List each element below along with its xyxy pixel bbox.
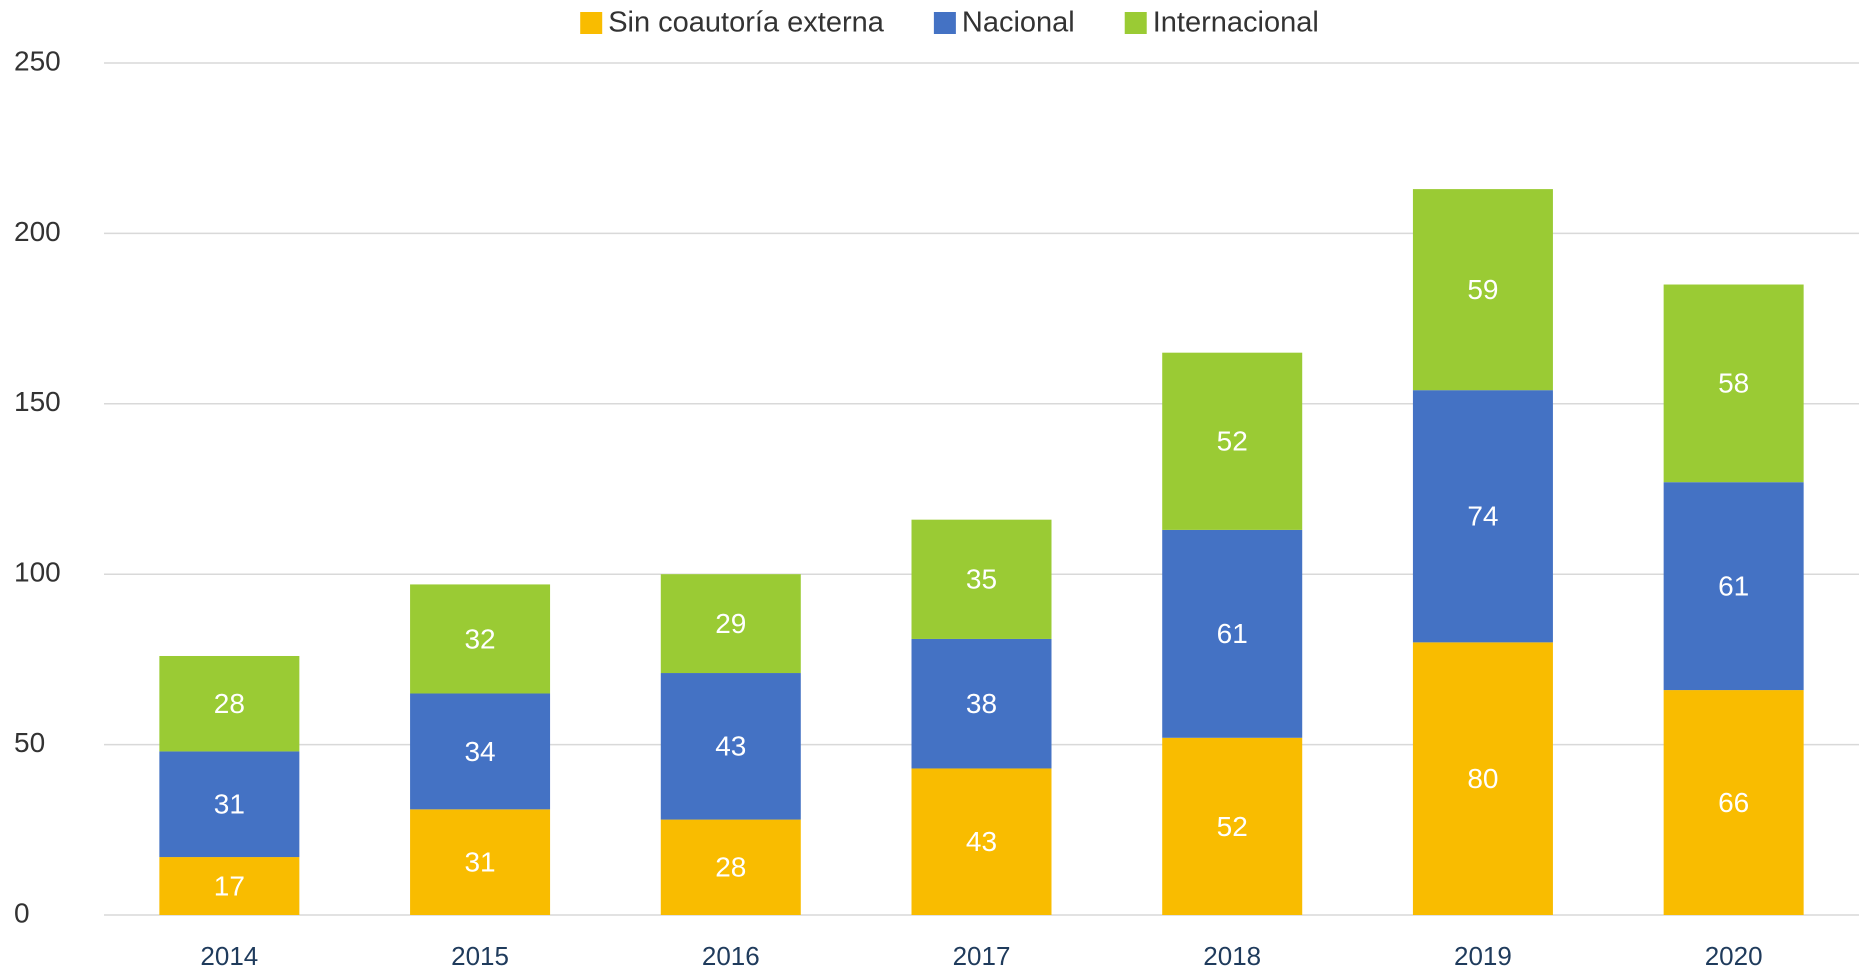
legend-swatch xyxy=(1124,12,1147,34)
data-label: 17 xyxy=(214,870,245,901)
data-label: 29 xyxy=(715,608,746,639)
data-label: 32 xyxy=(464,623,495,654)
x-tick-label: 2017 xyxy=(953,941,1011,971)
y-tick-label: 150 xyxy=(14,386,61,417)
x-tick-label: 2020 xyxy=(1705,941,1763,971)
bar-segment xyxy=(660,673,801,820)
x-tick-label: 2018 xyxy=(1203,941,1261,971)
bar-segment xyxy=(1162,352,1303,530)
data-label: 34 xyxy=(464,736,495,767)
x-tick-label: 2016 xyxy=(702,941,760,971)
y-tick-label: 50 xyxy=(14,727,45,758)
data-label: 31 xyxy=(214,789,245,820)
x-tick-label: 2015 xyxy=(451,941,509,971)
y-tick-label: 250 xyxy=(14,45,61,76)
data-label: 58 xyxy=(1718,368,1749,399)
bar-segment xyxy=(911,638,1052,769)
x-tick-label: 2019 xyxy=(1454,941,1512,971)
data-label: 43 xyxy=(966,826,997,857)
data-label: 31 xyxy=(464,847,495,878)
data-label: 43 xyxy=(715,731,746,762)
bar-segment xyxy=(1663,690,1804,915)
bar-segment xyxy=(1162,737,1303,915)
data-label: 74 xyxy=(1467,501,1498,532)
bar-segment xyxy=(159,655,300,752)
bar-segment xyxy=(1412,390,1553,643)
bar-segment xyxy=(159,857,300,915)
data-label: 61 xyxy=(1217,618,1248,649)
data-label: 28 xyxy=(715,852,746,883)
y-tick-label: 0 xyxy=(14,897,30,928)
data-label: 59 xyxy=(1467,274,1498,305)
bar-segment xyxy=(1412,642,1553,915)
data-label: 61 xyxy=(1718,571,1749,602)
legend-swatch xyxy=(580,12,603,34)
legend-label: Sin coautoría externa xyxy=(608,7,885,39)
bar-segment xyxy=(1663,284,1804,483)
data-label: 28 xyxy=(214,688,245,719)
bar-segment xyxy=(660,819,801,915)
bar-segment xyxy=(660,574,801,674)
legend-label: Nacional xyxy=(962,7,1075,39)
y-tick-label: 200 xyxy=(14,216,61,247)
bar-segment xyxy=(410,584,551,694)
bar-segment xyxy=(410,809,551,915)
bar-segment xyxy=(159,751,300,858)
bar-segment xyxy=(410,693,551,810)
data-label: 66 xyxy=(1718,787,1749,818)
bar-segment xyxy=(1162,529,1303,738)
data-label: 35 xyxy=(966,564,997,595)
bar-segment xyxy=(1663,482,1804,691)
bar-segment xyxy=(1412,189,1553,391)
x-tick-label: 2014 xyxy=(200,941,258,971)
data-label: 80 xyxy=(1467,763,1498,794)
data-label: 52 xyxy=(1217,426,1248,457)
data-label: 38 xyxy=(966,688,997,719)
y-tick-label: 100 xyxy=(14,557,61,588)
legend-swatch xyxy=(933,12,956,34)
bar-segment xyxy=(911,519,1052,639)
legend-label: Internacional xyxy=(1153,7,1319,39)
bar-segment xyxy=(911,768,1052,915)
data-label: 52 xyxy=(1217,811,1248,842)
